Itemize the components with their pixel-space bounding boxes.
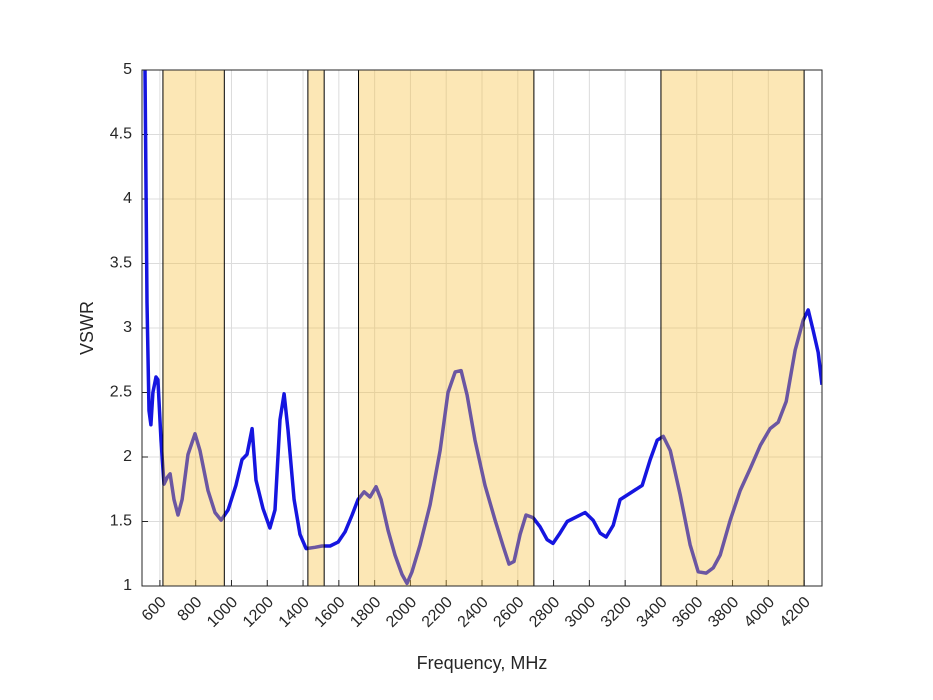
x-tick-label: 800	[175, 594, 206, 625]
y-tick-label: 2.5	[110, 384, 132, 401]
data-line	[143, 70, 822, 586]
x-tick-label: 600	[139, 594, 170, 625]
x-tick-label: 4200	[777, 594, 814, 631]
band	[660, 69, 805, 587]
axes-box	[141, 69, 823, 587]
x-tick-label: 3200	[598, 594, 635, 631]
band	[162, 69, 225, 587]
x-tick-label: 3000	[562, 594, 599, 631]
y-axis-label: VSWR	[77, 301, 97, 355]
x-tick-label: 2800	[526, 594, 563, 631]
y-tick-label: 4.5	[110, 126, 132, 143]
x-tick-label: 1000	[204, 594, 241, 631]
y-tick-label: 1.5	[110, 513, 132, 530]
y-tick-label: 3.5	[110, 255, 132, 272]
y-tick-label: 4	[123, 190, 132, 207]
y-tick-label: 1	[123, 577, 132, 594]
y-tick-label: 2	[123, 448, 132, 465]
x-tick-label: 2600	[490, 594, 527, 631]
x-tick-label: 3400	[634, 594, 671, 631]
x-tick-label: 1800	[347, 594, 384, 631]
band	[307, 69, 325, 587]
x-tick-label: 3800	[705, 594, 742, 631]
x-tick-label: 1400	[276, 594, 313, 631]
x-tick-label: 2200	[419, 594, 456, 631]
band	[358, 69, 535, 587]
x-tick-label: 2000	[383, 594, 420, 631]
x-tick-label: 1200	[240, 594, 277, 631]
x-tick-label: 3600	[669, 594, 706, 631]
x-tick-label: 2400	[455, 594, 492, 631]
x-tick-label: 4000	[741, 594, 778, 631]
x-tick-label: 1600	[311, 594, 348, 631]
x-axis-label: Frequency, MHz	[417, 653, 548, 673]
y-tick-label: 5	[123, 61, 132, 78]
y-tick-label: 3	[123, 319, 132, 336]
